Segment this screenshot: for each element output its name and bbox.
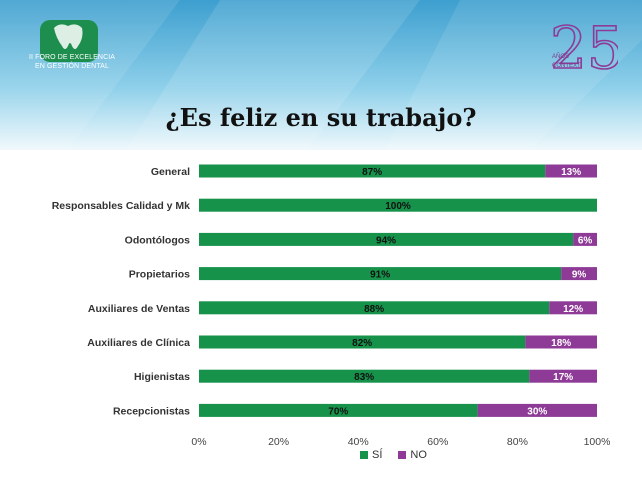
anniversary-logo: 25 AÑOS CONTEXT (548, 12, 624, 83)
data-label: 70% (328, 406, 348, 417)
chart-title: ¿Es feliz en su trabajo? (165, 103, 477, 132)
tooth-icon (40, 20, 98, 62)
category-label: General (151, 166, 190, 178)
x-tick-label: 20% (268, 436, 289, 448)
bar-no (529, 369, 597, 383)
data-label: 30% (527, 406, 547, 417)
legend-label-no: NO (410, 449, 427, 461)
foro-logo: II FORO DE EXCELENCIA EN GESTIÓN DENTAL (22, 14, 117, 76)
data-label: 82% (352, 338, 372, 349)
data-label: 13% (561, 167, 581, 178)
data-label: 9% (572, 270, 587, 281)
data-label: 87% (362, 167, 382, 178)
bar-si (199, 267, 562, 281)
category-label: Auxiliares de Clínica (87, 337, 190, 349)
bar-no (477, 403, 597, 417)
category-label: Recepcionistas (113, 405, 190, 417)
logo-right-line-1: AÑOS (552, 54, 570, 60)
anniversary-number-text: 25 (550, 14, 618, 82)
logo-left-line-1: II FORO DE EXCELENCIA (28, 54, 116, 61)
legend-label-si: SÍ (372, 449, 383, 461)
bar-si (199, 164, 546, 178)
category-label: Propietarios (129, 269, 190, 281)
bar-no (561, 267, 597, 281)
category-label: Responsables Calidad y Mk (52, 200, 190, 212)
logo-right-line-2: CONTEXT (552, 63, 581, 69)
bar-si (199, 198, 597, 212)
data-label: 94% (376, 235, 396, 246)
bar-si (199, 369, 530, 383)
bar-si (199, 301, 550, 315)
category-label: Auxiliares de Ventas (88, 303, 190, 315)
data-label: 88% (364, 304, 384, 315)
x-tick-label: 100% (584, 436, 611, 448)
bar-si (199, 335, 526, 349)
stacked-bar-chart: General 87% 13% Responsables Calidad y Mk 10… (52, 164, 611, 448)
data-label: 91% (370, 270, 390, 281)
anniversary-number: 25 (549, 13, 624, 83)
data-label: 12% (563, 304, 583, 315)
legend: SÍ NO (360, 449, 427, 461)
legend-item-si: SÍ (360, 449, 382, 461)
bar-si (199, 403, 478, 417)
bar-no (545, 164, 597, 178)
x-tick-label: 0% (191, 436, 206, 448)
bar-si (199, 232, 574, 246)
data-label: 83% (354, 372, 374, 383)
data-label: 18% (551, 338, 571, 349)
bar-no (525, 335, 597, 349)
legend-item-no: NO (398, 449, 427, 461)
bar-no (549, 301, 597, 315)
logo-left-line-2: EN GESTIÓN DENTAL (35, 63, 109, 70)
data-label: 100% (385, 201, 411, 212)
legend-swatch-no (398, 451, 407, 459)
bar-no (573, 232, 597, 246)
x-tick-label: 60% (427, 436, 448, 448)
x-tick-label: 40% (348, 436, 369, 448)
data-label: 6% (578, 235, 593, 246)
data-label: 17% (553, 372, 573, 383)
x-tick-label: 80% (507, 436, 528, 448)
category-label: Odontólogos (125, 234, 190, 246)
category-label: Higienistas (134, 371, 190, 383)
legend-swatch-si (360, 451, 368, 459)
